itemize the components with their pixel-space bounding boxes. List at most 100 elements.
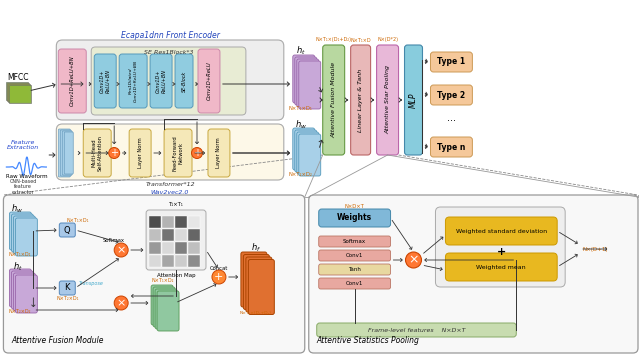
Text: $h_t$: $h_t$ [13, 261, 22, 273]
FancyBboxPatch shape [208, 129, 230, 177]
Circle shape [114, 243, 128, 257]
FancyBboxPatch shape [376, 45, 399, 155]
Text: Feed-Forward
Network: Feed-Forward Network [173, 135, 184, 171]
Text: Type 1: Type 1 [437, 58, 465, 66]
Text: $h_w$: $h_w$ [294, 119, 307, 131]
FancyBboxPatch shape [153, 287, 175, 327]
Text: Conv1: Conv1 [346, 281, 364, 286]
Circle shape [114, 296, 128, 310]
Text: N×T₁×D₂: N×T₁×D₂ [152, 279, 174, 284]
Text: SE-Block: SE-Block [182, 70, 186, 92]
FancyBboxPatch shape [248, 260, 275, 315]
Text: N×T₁×(D₁+D₂): N×T₁×(D₁+D₂) [316, 38, 352, 43]
Text: Attentive Fusion Module: Attentive Fusion Module [12, 336, 104, 345]
FancyBboxPatch shape [6, 82, 28, 100]
Text: Concat: Concat [210, 266, 228, 271]
FancyBboxPatch shape [10, 85, 31, 103]
Text: Q: Q [64, 225, 70, 235]
FancyBboxPatch shape [119, 54, 147, 108]
Text: N×T₂×D₂: N×T₂×D₂ [8, 309, 31, 314]
FancyBboxPatch shape [149, 255, 161, 267]
FancyBboxPatch shape [435, 207, 565, 287]
Text: Type 2: Type 2 [437, 91, 465, 99]
FancyBboxPatch shape [292, 55, 315, 103]
FancyBboxPatch shape [297, 132, 319, 174]
Text: Conv1: Conv1 [346, 253, 364, 258]
Text: Conv1D+
ReLU+BN: Conv1D+ ReLU+BN [156, 69, 166, 93]
FancyBboxPatch shape [243, 255, 269, 310]
Text: N×T₁×D: N×T₁×D [350, 38, 371, 43]
FancyBboxPatch shape [149, 229, 161, 241]
Text: Frame-level features    N×D×T: Frame-level features N×D×T [368, 328, 465, 333]
FancyBboxPatch shape [157, 291, 179, 331]
Text: ×: × [116, 298, 126, 308]
FancyBboxPatch shape [308, 195, 638, 353]
FancyBboxPatch shape [155, 289, 177, 329]
Text: ×: × [116, 245, 126, 255]
FancyBboxPatch shape [299, 134, 321, 176]
Text: Linear Layer & Tanh: Linear Layer & Tanh [358, 69, 363, 132]
FancyBboxPatch shape [323, 45, 345, 155]
FancyBboxPatch shape [149, 242, 161, 254]
Text: Res1Dilated
Conv1D+ReLU+BN: Res1Dilated Conv1D+ReLU+BN [129, 60, 138, 102]
FancyBboxPatch shape [431, 137, 472, 157]
FancyBboxPatch shape [10, 212, 31, 250]
FancyBboxPatch shape [8, 84, 30, 102]
Text: Transformer*12: Transformer*12 [145, 182, 195, 187]
FancyBboxPatch shape [319, 264, 390, 275]
Text: CNN-based
feature
extractor: CNN-based feature extractor [10, 179, 36, 195]
Text: Softmax: Softmax [343, 239, 366, 244]
Text: N×T₂×D₁: N×T₂×D₁ [56, 295, 79, 300]
FancyBboxPatch shape [56, 124, 284, 180]
FancyBboxPatch shape [319, 236, 390, 247]
Text: +: + [497, 247, 506, 257]
Text: Transpose: Transpose [79, 280, 104, 285]
Text: +: + [110, 148, 118, 158]
FancyBboxPatch shape [292, 128, 315, 170]
FancyBboxPatch shape [151, 285, 173, 325]
FancyBboxPatch shape [13, 273, 35, 311]
Text: Type n: Type n [437, 142, 466, 152]
Text: Softmax: Softmax [102, 237, 124, 242]
Text: +: + [193, 148, 201, 158]
FancyBboxPatch shape [15, 275, 37, 313]
Text: $h_t$: $h_t$ [296, 45, 306, 57]
FancyBboxPatch shape [8, 83, 29, 101]
Text: Conv1D+ReLU: Conv1D+ReLU [207, 62, 211, 100]
FancyBboxPatch shape [62, 131, 72, 175]
FancyBboxPatch shape [295, 57, 317, 105]
Text: N×T₁×D₁: N×T₁×D₁ [289, 106, 313, 111]
FancyBboxPatch shape [317, 323, 516, 337]
FancyBboxPatch shape [246, 257, 272, 312]
FancyBboxPatch shape [150, 54, 172, 108]
FancyBboxPatch shape [56, 40, 284, 120]
FancyBboxPatch shape [12, 271, 33, 309]
FancyBboxPatch shape [13, 216, 35, 254]
Circle shape [191, 147, 202, 158]
Text: N×T₁×D₁: N×T₁×D₁ [8, 252, 31, 257]
Text: Attentive Star Pooling: Attentive Star Pooling [385, 66, 390, 135]
Text: Conv1D+
ReLU+BN: Conv1D+ ReLU+BN [100, 69, 111, 93]
Text: Weighted mean: Weighted mean [477, 264, 526, 269]
Text: T₁×T₁: T₁×T₁ [168, 202, 184, 208]
FancyBboxPatch shape [15, 218, 37, 256]
Text: N×(D+1): N×(D+1) [582, 247, 608, 252]
Text: Raw Waveform: Raw Waveform [6, 175, 47, 180]
FancyBboxPatch shape [175, 255, 187, 267]
Text: N×T₂×D₂: N×T₂×D₂ [289, 172, 313, 177]
FancyBboxPatch shape [319, 209, 390, 227]
FancyBboxPatch shape [351, 45, 371, 155]
Text: Attentive Fusion Module: Attentive Fusion Module [331, 62, 336, 138]
FancyBboxPatch shape [431, 85, 472, 105]
Text: K: K [65, 284, 70, 293]
FancyBboxPatch shape [58, 129, 70, 177]
Text: Weights: Weights [337, 213, 372, 223]
FancyBboxPatch shape [188, 255, 200, 267]
FancyBboxPatch shape [175, 216, 187, 228]
Text: N×(D*2): N×(D*2) [377, 38, 398, 43]
FancyBboxPatch shape [60, 223, 76, 237]
FancyBboxPatch shape [188, 242, 200, 254]
FancyBboxPatch shape [162, 242, 174, 254]
Circle shape [406, 252, 422, 268]
FancyBboxPatch shape [431, 52, 472, 72]
